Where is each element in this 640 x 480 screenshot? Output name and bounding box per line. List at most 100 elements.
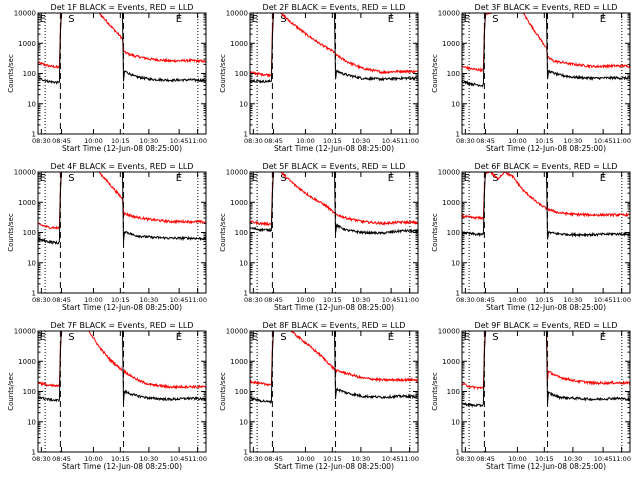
annotation-letter: E xyxy=(176,14,182,25)
y-axis-label: Counts/sec xyxy=(431,54,439,93)
x-tick-label: 10:30 xyxy=(352,296,371,304)
y-tick-label: 1 xyxy=(456,290,460,298)
y-tick-label: 1 xyxy=(456,449,460,457)
annotation-letter: E xyxy=(464,173,470,184)
annotation-letter: S xyxy=(280,332,286,343)
y-tick-label: 1000 xyxy=(18,199,36,207)
x-tick-label: 08:30 xyxy=(244,455,263,463)
y-tick-label: 10000 xyxy=(14,328,36,336)
annotation-letter: E xyxy=(40,14,46,25)
annotation-letter: E xyxy=(388,14,394,25)
x-tick-label: 10:45 xyxy=(594,137,613,145)
y-axis-label: Counts/sec xyxy=(7,54,15,93)
annotation-letter: S xyxy=(280,14,286,25)
x-tick-label: 10:00 xyxy=(84,296,103,304)
y-axis-label: Counts/sec xyxy=(431,372,439,411)
y-tick-label: 10 xyxy=(239,418,248,426)
annotation-letter: S xyxy=(68,14,74,25)
x-tick-label: 08:30 xyxy=(244,137,263,145)
panel-title: Det 1F BLACK = Events, RED = LLD xyxy=(51,3,194,12)
x-tick-label: 08:45 xyxy=(264,137,283,145)
x-tick-label: 10:30 xyxy=(140,296,159,304)
x-tick-label: 10:15 xyxy=(323,455,342,463)
x-tick-label: 10:45 xyxy=(170,137,189,145)
x-tick-label: 11:00 xyxy=(400,455,419,463)
x-tick-label: 10:45 xyxy=(594,296,613,304)
x-tick-label: 11:00 xyxy=(612,455,631,463)
annotation-letter: E xyxy=(40,173,46,184)
annotation-letter: E xyxy=(176,332,182,343)
y-axis-label: Counts/sec xyxy=(219,54,227,93)
events-series-line xyxy=(462,172,630,240)
x-tick-label: 08:30 xyxy=(32,455,51,463)
x-tick-label: 08:45 xyxy=(476,296,495,304)
panel-det-4: Det 4F BLACK = Events, RED = LLD Counts/s… xyxy=(7,162,207,312)
y-tick-label: 1000 xyxy=(18,358,36,366)
x-tick-label: 11:00 xyxy=(612,137,631,145)
x-tick-label: 10:30 xyxy=(352,137,371,145)
annotation-letter: E xyxy=(40,332,46,343)
panel-title: Det 6F BLACK = Events, RED = LLD xyxy=(475,162,618,171)
y-axis-label: Counts/sec xyxy=(7,213,15,252)
y-tick-label: 10000 xyxy=(438,10,460,18)
y-tick-label: 10 xyxy=(451,259,460,267)
x-tick-label: 11:00 xyxy=(188,137,207,145)
y-tick-label: 1 xyxy=(32,131,36,139)
panel-det-6: Det 6F BLACK = Events, RED = LLD Counts/s… xyxy=(431,162,631,312)
y-tick-label: 10000 xyxy=(14,169,36,177)
x-tick-label: 08:45 xyxy=(264,296,283,304)
y-tick-label: 100 xyxy=(235,70,248,78)
lld-series-line xyxy=(462,331,630,391)
y-tick-label: 1000 xyxy=(230,358,248,366)
y-tick-label: 1000 xyxy=(442,199,460,207)
y-tick-label: 1000 xyxy=(442,40,460,48)
panel-title: Det 8F BLACK = Events, RED = LLD xyxy=(263,321,406,330)
annotation-letter: S xyxy=(492,332,498,343)
x-tick-label: 10:15 xyxy=(111,137,130,145)
events-series-line xyxy=(462,13,630,88)
y-tick-label: 10 xyxy=(239,259,248,267)
x-tick-label: 10:45 xyxy=(382,137,401,145)
x-tick-label: 10:45 xyxy=(170,455,189,463)
x-tick-label: 08:45 xyxy=(476,137,495,145)
x-tick-label: 08:30 xyxy=(456,296,475,304)
plot-frame xyxy=(461,171,631,294)
x-axis-label: Start Time (12-Jun-08 08:25:00) xyxy=(62,462,182,471)
x-axis-label: Start Time (12-Jun-08 08:25:00) xyxy=(274,462,394,471)
y-tick-label: 10000 xyxy=(226,328,248,336)
annotation-letter: E xyxy=(600,173,606,184)
x-tick-label: 10:15 xyxy=(535,455,554,463)
plot-frame xyxy=(461,330,631,453)
x-tick-label: 10:00 xyxy=(296,296,315,304)
lld-series-line xyxy=(38,13,206,69)
x-tick-label: 08:30 xyxy=(456,137,475,145)
panel-det-9: Det 9F BLACK = Events, RED = LLD Counts/s… xyxy=(431,321,631,471)
y-axis-label: Counts/sec xyxy=(219,213,227,252)
annotation-letter: S xyxy=(280,173,286,184)
y-tick-label: 10 xyxy=(27,259,36,267)
x-tick-label: 10:30 xyxy=(352,455,371,463)
x-tick-label: 10:00 xyxy=(296,455,315,463)
panel-title: Det 2F BLACK = Events, RED = LLD xyxy=(263,3,406,12)
events-series-line xyxy=(38,172,206,246)
y-tick-label: 10 xyxy=(239,100,248,108)
x-tick-label: 10:30 xyxy=(564,296,583,304)
annotation-letter: E xyxy=(464,332,470,343)
x-tick-label: 08:45 xyxy=(52,455,71,463)
x-axis-label: Start Time (12-Jun-08 08:25:00) xyxy=(486,303,606,312)
x-tick-label: 10:30 xyxy=(140,455,159,463)
panel-det-3: Det 3F BLACK = Events, RED = LLD Counts/s… xyxy=(431,3,631,153)
x-tick-label: 10:30 xyxy=(140,137,159,145)
plot-frame xyxy=(461,12,631,135)
x-axis-label: Start Time (12-Jun-08 08:25:00) xyxy=(62,144,182,153)
x-tick-label: 10:45 xyxy=(382,296,401,304)
y-tick-label: 10000 xyxy=(438,328,460,336)
y-tick-label: 10000 xyxy=(226,10,248,18)
plot-frame xyxy=(249,330,419,453)
annotation-letter: E xyxy=(252,14,258,25)
plot-frame xyxy=(249,12,419,135)
lld-series-line xyxy=(250,13,418,78)
y-tick-label: 1 xyxy=(244,290,248,298)
y-tick-label: 1 xyxy=(244,131,248,139)
